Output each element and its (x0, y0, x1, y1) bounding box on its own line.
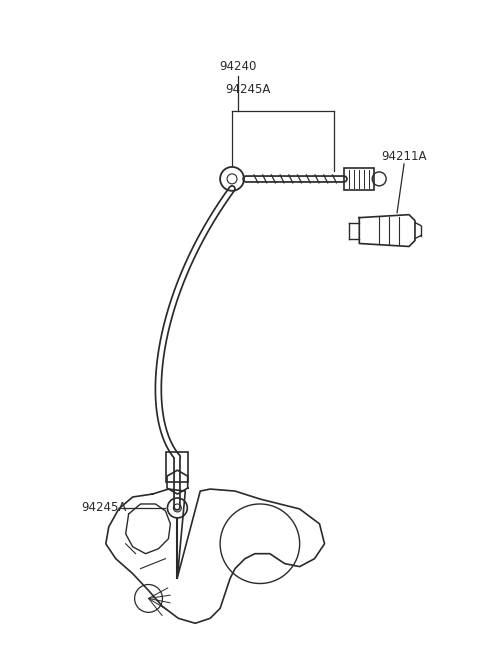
Text: 94245A: 94245A (81, 501, 126, 514)
Bar (344, 168, 374, 190)
Text: 94211A: 94211A (381, 150, 427, 162)
Bar (167, 452, 188, 482)
Text: 94240: 94240 (219, 60, 257, 73)
Text: 94245A: 94245A (225, 83, 271, 96)
